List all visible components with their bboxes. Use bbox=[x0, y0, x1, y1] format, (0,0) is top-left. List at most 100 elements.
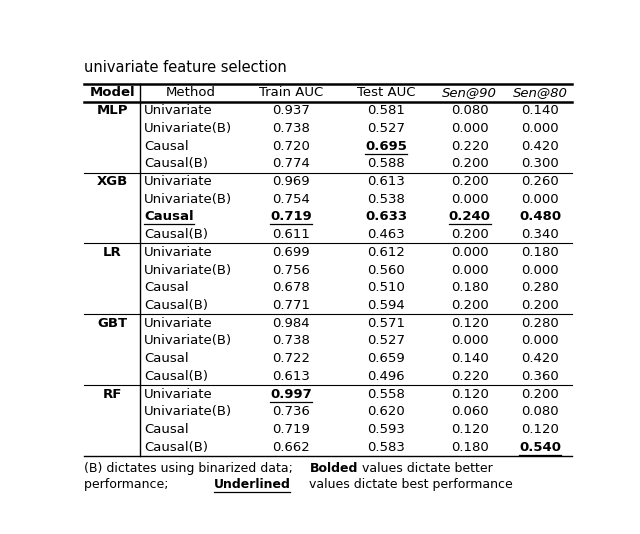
Text: 0.620: 0.620 bbox=[367, 405, 405, 418]
Text: 0.719: 0.719 bbox=[270, 210, 312, 223]
Text: Univariate(B): Univariate(B) bbox=[145, 264, 232, 277]
Text: Causal(B): Causal(B) bbox=[145, 370, 209, 383]
Text: Method: Method bbox=[166, 87, 216, 99]
Text: Causal: Causal bbox=[145, 423, 189, 436]
Text: 0.538: 0.538 bbox=[367, 193, 405, 206]
Text: 0.463: 0.463 bbox=[367, 228, 405, 241]
Text: 0.527: 0.527 bbox=[367, 334, 405, 348]
Text: 0.937: 0.937 bbox=[272, 104, 310, 117]
Text: 0.588: 0.588 bbox=[367, 158, 405, 170]
Text: Univariate(B): Univariate(B) bbox=[145, 193, 232, 206]
Text: 0.000: 0.000 bbox=[521, 122, 559, 135]
Text: 0.120: 0.120 bbox=[451, 423, 489, 436]
Text: 0.738: 0.738 bbox=[272, 334, 310, 348]
Text: 0.593: 0.593 bbox=[367, 423, 405, 436]
Text: Bolded: Bolded bbox=[310, 462, 358, 475]
Text: 0.360: 0.360 bbox=[521, 370, 559, 383]
Text: 0.678: 0.678 bbox=[272, 281, 310, 294]
Text: (B) dictates using binarized data;: (B) dictates using binarized data; bbox=[84, 462, 297, 475]
Text: 0.120: 0.120 bbox=[451, 388, 489, 400]
Text: 0.080: 0.080 bbox=[451, 104, 488, 117]
Text: Causal(B): Causal(B) bbox=[145, 441, 209, 454]
Text: 0.300: 0.300 bbox=[521, 158, 559, 170]
Text: 0.613: 0.613 bbox=[367, 175, 405, 188]
Text: Sen@90: Sen@90 bbox=[442, 87, 497, 99]
Text: 0.180: 0.180 bbox=[451, 281, 489, 294]
Text: 0.571: 0.571 bbox=[367, 317, 405, 329]
Text: 0.200: 0.200 bbox=[521, 388, 559, 400]
Text: 0.613: 0.613 bbox=[272, 370, 310, 383]
Text: 0.997: 0.997 bbox=[270, 388, 312, 400]
Text: 0.260: 0.260 bbox=[521, 175, 559, 188]
Text: 0.754: 0.754 bbox=[272, 193, 310, 206]
Text: 0.695: 0.695 bbox=[365, 139, 407, 153]
Text: 0.659: 0.659 bbox=[367, 352, 405, 365]
Text: 0.140: 0.140 bbox=[521, 104, 559, 117]
Text: Univariate: Univariate bbox=[145, 104, 213, 117]
Text: 0.771: 0.771 bbox=[272, 299, 310, 312]
Text: 0.720: 0.720 bbox=[272, 139, 310, 153]
Text: 0.120: 0.120 bbox=[451, 317, 489, 329]
Text: 0.738: 0.738 bbox=[272, 122, 310, 135]
Text: Causal(B): Causal(B) bbox=[145, 299, 209, 312]
Text: 0.180: 0.180 bbox=[521, 246, 559, 259]
Text: 0.000: 0.000 bbox=[451, 193, 488, 206]
Text: 0.000: 0.000 bbox=[521, 334, 559, 348]
Text: Model: Model bbox=[90, 87, 135, 99]
Text: 0.000: 0.000 bbox=[451, 334, 488, 348]
Text: Causal(B): Causal(B) bbox=[145, 158, 209, 170]
Text: 0.200: 0.200 bbox=[451, 299, 489, 312]
Text: values dictate best performance: values dictate best performance bbox=[305, 478, 513, 491]
Text: Sen@80: Sen@80 bbox=[513, 87, 568, 99]
Text: Univariate: Univariate bbox=[145, 246, 213, 259]
Text: Causal: Causal bbox=[145, 210, 194, 223]
Text: Causal(B): Causal(B) bbox=[145, 228, 209, 241]
Text: 0.340: 0.340 bbox=[521, 228, 559, 241]
Text: 0.611: 0.611 bbox=[272, 228, 310, 241]
Text: 0.280: 0.280 bbox=[521, 317, 559, 329]
Text: 0.612: 0.612 bbox=[367, 246, 405, 259]
Text: Causal: Causal bbox=[145, 352, 189, 365]
Text: XGB: XGB bbox=[97, 175, 128, 188]
Text: Causal: Causal bbox=[145, 281, 189, 294]
Text: 0.000: 0.000 bbox=[521, 193, 559, 206]
Text: 0.699: 0.699 bbox=[272, 246, 310, 259]
Text: 0.420: 0.420 bbox=[521, 139, 559, 153]
Text: Univariate(B): Univariate(B) bbox=[145, 334, 232, 348]
Text: 0.120: 0.120 bbox=[521, 423, 559, 436]
Text: 0.000: 0.000 bbox=[521, 264, 559, 277]
Text: 0.594: 0.594 bbox=[367, 299, 405, 312]
Text: 0.240: 0.240 bbox=[449, 210, 491, 223]
Text: 0.558: 0.558 bbox=[367, 388, 405, 400]
Text: 0.200: 0.200 bbox=[451, 158, 489, 170]
Text: 0.200: 0.200 bbox=[521, 299, 559, 312]
Text: 0.140: 0.140 bbox=[451, 352, 489, 365]
Text: Underlined: Underlined bbox=[214, 478, 291, 491]
Text: 0.280: 0.280 bbox=[521, 281, 559, 294]
Text: 0.180: 0.180 bbox=[451, 441, 489, 454]
Text: 0.496: 0.496 bbox=[367, 370, 405, 383]
Text: Univariate(B): Univariate(B) bbox=[145, 122, 232, 135]
Text: Test AUC: Test AUC bbox=[357, 87, 415, 99]
Text: 0.420: 0.420 bbox=[521, 352, 559, 365]
Text: 0.527: 0.527 bbox=[367, 122, 405, 135]
Text: LR: LR bbox=[103, 246, 122, 259]
Text: 0.774: 0.774 bbox=[272, 158, 310, 170]
Text: 0.583: 0.583 bbox=[367, 441, 405, 454]
Text: 0.510: 0.510 bbox=[367, 281, 405, 294]
Text: 0.736: 0.736 bbox=[272, 405, 310, 418]
Text: Causal: Causal bbox=[145, 139, 189, 153]
Text: 0.540: 0.540 bbox=[519, 441, 561, 454]
Text: 0.200: 0.200 bbox=[451, 228, 489, 241]
Text: 0.756: 0.756 bbox=[272, 264, 310, 277]
Text: Univariate(B): Univariate(B) bbox=[145, 405, 232, 418]
Text: 0.480: 0.480 bbox=[519, 210, 561, 223]
Text: 0.722: 0.722 bbox=[272, 352, 310, 365]
Text: Univariate: Univariate bbox=[145, 317, 213, 329]
Text: 0.080: 0.080 bbox=[521, 405, 559, 418]
Text: 0.200: 0.200 bbox=[451, 175, 489, 188]
Text: 0.000: 0.000 bbox=[451, 246, 488, 259]
Text: Train AUC: Train AUC bbox=[259, 87, 323, 99]
Text: 0.581: 0.581 bbox=[367, 104, 405, 117]
Text: Univariate: Univariate bbox=[145, 388, 213, 400]
